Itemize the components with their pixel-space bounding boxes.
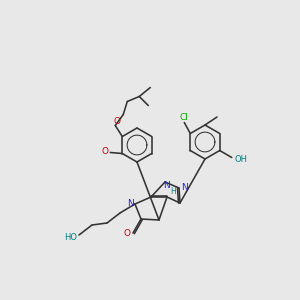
Text: O: O — [102, 147, 109, 156]
Text: Cl: Cl — [180, 113, 189, 122]
Text: N: N — [127, 199, 134, 208]
Text: N: N — [164, 182, 170, 190]
Text: O: O — [124, 230, 130, 238]
Text: N: N — [182, 182, 188, 191]
Text: H: H — [170, 187, 176, 196]
Text: OH: OH — [234, 155, 247, 164]
Text: O: O — [114, 117, 121, 126]
Text: HO: HO — [64, 233, 77, 242]
